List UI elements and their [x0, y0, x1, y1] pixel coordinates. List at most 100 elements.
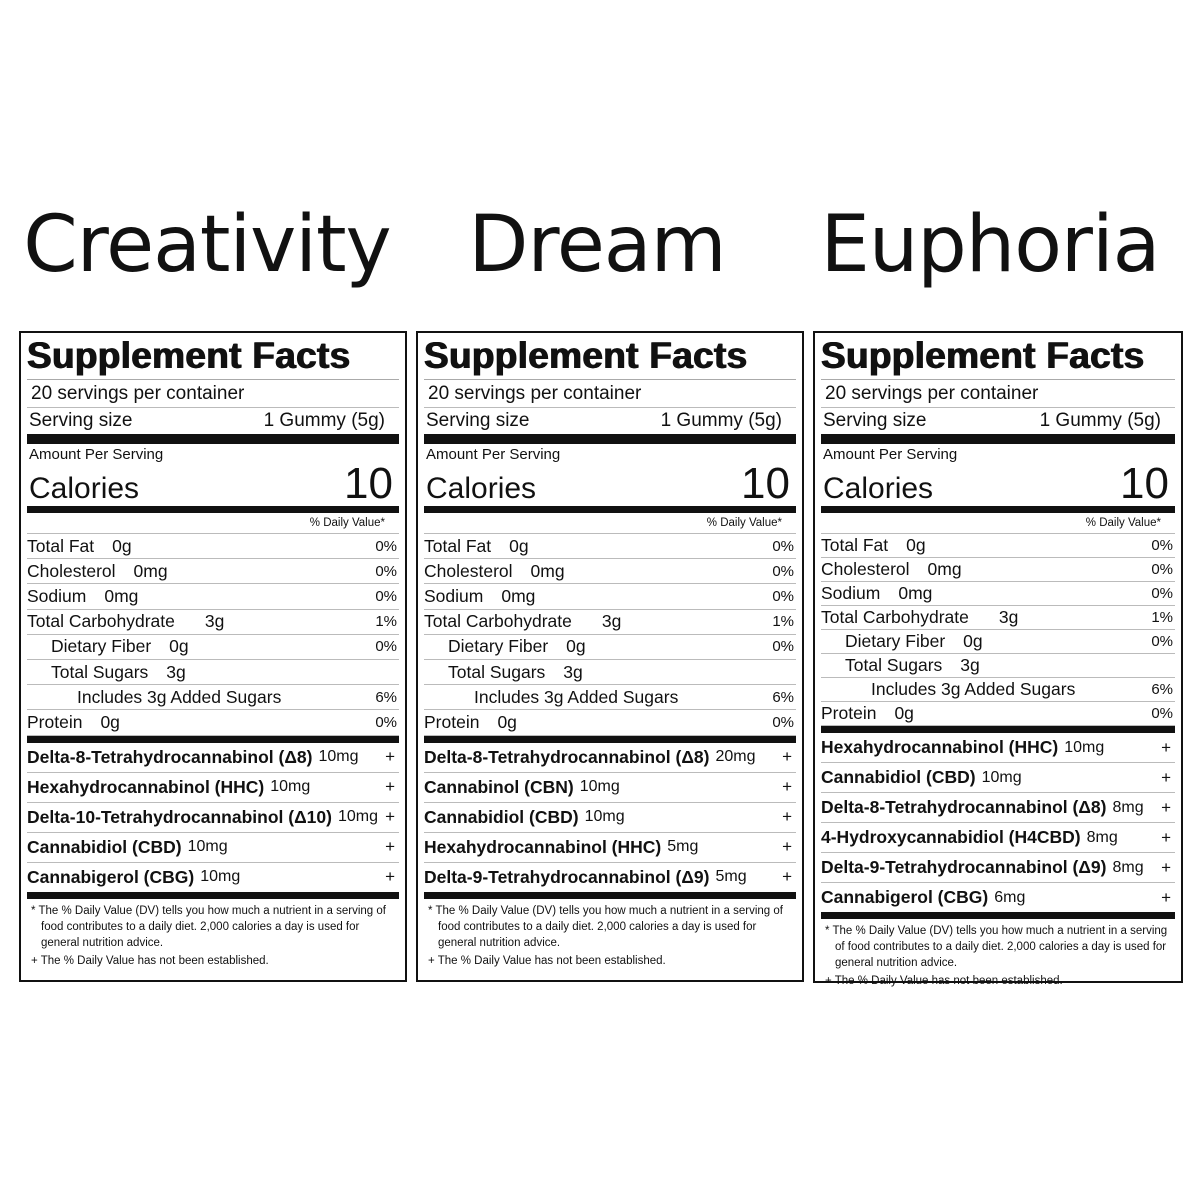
nutrient-amount: 0g — [963, 631, 983, 651]
ingredient-daily-value: + — [385, 777, 395, 796]
calories-row: Calories 10 — [821, 459, 1175, 508]
nutrient-label: Total Fat — [821, 535, 889, 555]
ingredient-amount: 5mg — [715, 868, 747, 885]
ingredient-row: Cannabigerol (CBG) 10mg + — [27, 863, 399, 892]
ingredient-daily-value: + — [1161, 797, 1171, 817]
thick-divider — [27, 434, 399, 444]
nutrient-label: Total Carbohydrate — [424, 611, 572, 632]
serving-size-value: 1 Gummy (5g) — [263, 410, 385, 431]
nutrient-label: Protein — [424, 711, 480, 732]
ingredient-name: Cannabigerol (CBG) — [27, 866, 195, 887]
ingredient-daily-value: + — [1161, 767, 1171, 787]
ingredient-name: Cannabidiol (CBD) — [821, 767, 976, 787]
nutrient-label: Total Sugars — [448, 661, 546, 682]
calories-value: 10 — [344, 459, 393, 508]
nutrient-row: Includes 3g Added Sugars 6% — [424, 685, 796, 711]
nutrient-daily-value: 0% — [772, 713, 794, 731]
nutrient-amount: 0g — [497, 711, 517, 732]
nutrient-daily-value: 0% — [772, 638, 794, 656]
ingredient-amount: 8mg — [1086, 828, 1118, 846]
nutrient-label: Total Carbohydrate — [27, 611, 175, 632]
calories-label: Calories — [823, 472, 934, 505]
supplement-facts-panel: Supplement Facts 20 servings per containe… — [19, 331, 407, 982]
ingredient-row: Cannabinol (CBN) 10mg + — [424, 773, 796, 803]
nutrient-label: Protein — [27, 711, 83, 732]
ingredient-amount: 8mg — [1112, 858, 1144, 876]
ingredient-name: Delta-9-Tetrahydrocannabinol (Δ9) — [424, 866, 710, 887]
nutrient-row: Includes 3g Added Sugars 6% — [27, 685, 399, 711]
thick-divider — [27, 891, 399, 899]
footnote: + The % Daily Value has not been establi… — [31, 954, 269, 967]
daily-value-header: % Daily Value* — [821, 513, 1175, 534]
nutrient-label: Total Fat — [424, 535, 492, 556]
nutrient-amount: 3g — [166, 661, 186, 682]
amount-per-serving: Amount Per Serving — [823, 446, 958, 463]
ingredient-amount: 10mg — [579, 778, 620, 795]
nutrient-amount: 0g — [100, 711, 120, 732]
footnote: * The % Daily Value (DV) tells you how m… — [825, 925, 1168, 969]
thick-divider — [424, 506, 796, 513]
ingredient-daily-value: + — [782, 807, 792, 826]
nutrient-label: Dietary Fiber — [845, 631, 946, 651]
nutrient-daily-value: 0% — [1151, 633, 1173, 650]
nutrient-row: Sodium 0mg 0% — [424, 584, 796, 610]
thick-divider — [424, 891, 796, 899]
calories-value: 10 — [1120, 459, 1169, 508]
nutrient-amount: 0g — [112, 535, 132, 556]
nutrient-label: Includes 3g Added Sugars — [871, 679, 1076, 699]
footnotes: * The % Daily Value (DV) tells you how m… — [27, 899, 399, 969]
nutrient-row: Total Carbohydrate 3g 1% — [821, 606, 1175, 630]
nutrient-daily-value: 0% — [1151, 585, 1173, 602]
nutrient-row: Protein 0g 0% — [821, 702, 1175, 726]
serving-size-value: 1 Gummy (5g) — [660, 410, 782, 431]
serving-size-label: Serving size — [426, 410, 530, 431]
ingredient-row: Cannabidiol (CBD) 10mg + — [27, 833, 399, 863]
thick-divider — [424, 434, 796, 444]
nutrient-daily-value: 0% — [1151, 705, 1173, 722]
serving-size-label: Serving size — [823, 410, 927, 431]
amount-per-serving: Amount Per Serving — [29, 446, 164, 463]
nutrient-label: Cholesterol — [821, 559, 910, 579]
ingredient-row: Delta-8-Tetrahydrocannabinol (Δ8) 8mg + — [821, 793, 1175, 823]
nutrient-daily-value: 0% — [375, 562, 397, 580]
ingredient-amount: 20mg — [715, 748, 756, 765]
footnote: + The % Daily Value has not been establi… — [428, 954, 666, 967]
nutrient-amount: 0g — [509, 535, 529, 556]
nutrient-row: Sodium 0mg 0% — [27, 584, 399, 610]
nutrient-amount: 0mg — [530, 560, 565, 581]
ingredient-name: Delta-8-Tetrahydrocannabinol (Δ8) — [424, 746, 710, 767]
thick-divider — [27, 735, 399, 743]
servings-per-container: 20 servings per container — [825, 383, 1039, 404]
ingredient-row: Cannabidiol (CBD) 10mg + — [424, 803, 796, 833]
thick-divider — [424, 735, 796, 743]
footnote: * The % Daily Value (DV) tells you how m… — [31, 904, 386, 949]
ingredient-amount: 6mg — [994, 888, 1026, 906]
ingredient-daily-value: + — [782, 837, 792, 856]
ingredient-row: Delta-8-Tetrahydrocannabinol (Δ8) 10mg + — [27, 743, 399, 773]
nutrient-row: Total Sugars 3g — [424, 660, 796, 686]
nutrient-amount: 3g — [960, 655, 980, 675]
ingredient-name: Delta-8-Tetrahydrocannabinol (Δ8) — [27, 746, 313, 767]
daily-value-header: % Daily Value* — [424, 513, 796, 534]
nutrient-amount: 0mg — [104, 585, 139, 606]
nutrient-label: Includes 3g Added Sugars — [474, 686, 679, 707]
nutrient-label: Sodium — [821, 583, 881, 603]
panel-title: Supplement Facts — [27, 333, 399, 380]
nutrient-amount: 0mg — [501, 585, 536, 606]
nutrient-amount: 0g — [894, 703, 914, 723]
ingredient-row: Delta-10-Tetrahydrocannabinol (Δ10) 10mg + — [27, 803, 399, 833]
nutrient-daily-value: 0% — [772, 562, 794, 580]
nutrient-daily-value: 1% — [772, 613, 794, 631]
nutrient-daily-value: 0% — [772, 537, 794, 555]
nutrient-row: Total Carbohydrate 3g 1% — [424, 610, 796, 635]
ingredient-row: Delta-9-Tetrahydrocannabinol (Δ9) 8mg + — [821, 853, 1175, 883]
ingredient-amount: 10mg — [337, 808, 378, 825]
ingredients-list: Hexahydrocannabinol (HHC) 10mg + Cannabidio… — [821, 733, 1175, 912]
ingredient-row: Hexahydrocannabinol (HHC) 10mg + — [821, 733, 1175, 763]
ingredient-row: Hexahydrocannabinol (HHC) 5mg + — [424, 833, 796, 863]
nutrient-amount: 3g — [998, 607, 1019, 627]
footnote: * The % Daily Value (DV) tells you how m… — [428, 904, 783, 949]
ingredient-daily-value: + — [782, 747, 792, 766]
panel-heading: Euphoria — [820, 200, 1161, 290]
nutrient-daily-value: 1% — [375, 613, 397, 631]
